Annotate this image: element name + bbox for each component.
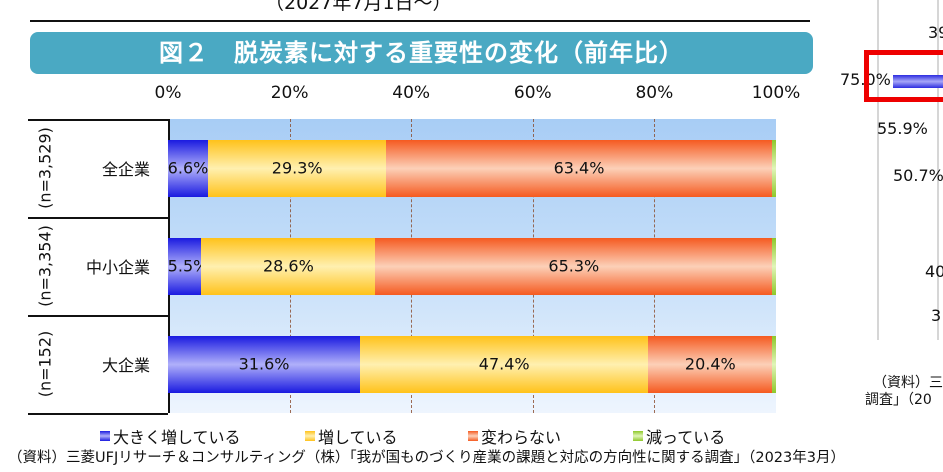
bar-segment bbox=[168, 237, 202, 295]
bar-segment bbox=[168, 139, 209, 197]
top-divider bbox=[30, 20, 810, 22]
bar-segment bbox=[386, 139, 772, 197]
bar-segment bbox=[772, 335, 776, 393]
x-tick-label: 100% bbox=[751, 83, 801, 103]
data-label: 5.5% bbox=[167, 256, 209, 276]
bar-segment bbox=[375, 237, 773, 295]
x-tick-label: 20% bbox=[270, 83, 309, 103]
data-label: 63.4% bbox=[553, 158, 605, 178]
x-tick-label: 60% bbox=[513, 83, 552, 103]
bar-segment bbox=[208, 139, 387, 197]
category-label: 大企業 bbox=[101, 356, 150, 375]
row-divider bbox=[28, 413, 168, 415]
right-gridline bbox=[877, 0, 879, 340]
legend-swatch bbox=[468, 431, 478, 441]
data-label: 65.3% bbox=[548, 256, 600, 276]
right-value: 39 bbox=[928, 23, 943, 42]
legend-label: 大きく増している bbox=[113, 428, 241, 447]
sample-size-label: (n=3,354) bbox=[35, 225, 55, 307]
row-divider bbox=[28, 217, 168, 219]
legend-item: 変わらない bbox=[468, 424, 561, 448]
right-source: （資料）三 bbox=[873, 375, 943, 391]
bar-segment bbox=[648, 335, 773, 393]
bar-segment bbox=[201, 237, 376, 295]
legend-item: 大きく増している bbox=[100, 424, 241, 448]
chart-title-banner: 図２ 脱炭素に対する重要性の変化（前年比） bbox=[30, 32, 813, 74]
header-partial-text: （2027年7月1日〜） bbox=[265, 0, 452, 14]
data-label: 20.4% bbox=[684, 354, 736, 374]
right-value: 50.7% bbox=[893, 166, 943, 185]
data-label: 6.6% bbox=[167, 158, 209, 178]
x-tick-label: 40% bbox=[392, 83, 431, 103]
data-label: 31.6% bbox=[238, 354, 290, 374]
data-label: 47.4% bbox=[478, 354, 530, 374]
right-source: 調査」（20 bbox=[865, 392, 932, 408]
category-label: 全企業 bbox=[101, 160, 150, 179]
legend-label: 増している bbox=[318, 428, 398, 447]
row-divider bbox=[28, 119, 168, 121]
legend-swatch bbox=[305, 431, 315, 441]
right-value: 40 bbox=[925, 262, 943, 281]
x-tick-label: 80% bbox=[635, 83, 674, 103]
bar-segment bbox=[772, 237, 776, 295]
x-tick-label: 0% bbox=[154, 83, 182, 103]
bar-segment bbox=[360, 335, 649, 393]
legend-item: 増している bbox=[305, 424, 398, 448]
legend-item: 減っている bbox=[633, 424, 725, 448]
row-divider bbox=[28, 315, 168, 317]
sample-size-label: (n=152) bbox=[35, 330, 55, 398]
right-value: 3 bbox=[931, 306, 942, 325]
right-gridline bbox=[937, 0, 939, 340]
source-note: （資料）三菱UFJリサーチ＆コンサルティング（株）「我が国ものづくり産業の課題と… bbox=[8, 450, 845, 466]
data-label: 28.6% bbox=[262, 256, 314, 276]
legend-swatch bbox=[100, 431, 110, 441]
data-label: 29.3% bbox=[271, 158, 323, 178]
legend-label: 減っている bbox=[646, 428, 726, 447]
right-value: 55.9% bbox=[877, 119, 928, 138]
highlight-box bbox=[864, 50, 943, 102]
category-label: 中小企業 bbox=[85, 258, 150, 277]
legend-swatch bbox=[633, 431, 643, 441]
bar-segment bbox=[771, 139, 776, 197]
right-bar bbox=[893, 75, 943, 88]
bar-segment bbox=[168, 335, 361, 393]
legend-label: 変わらない bbox=[481, 428, 562, 447]
category-table: 全企業 (n=3,529) 中小企業 (n=3,354) 大企業 (n=152) bbox=[28, 119, 170, 415]
sample-size-label: (n=3,529) bbox=[35, 127, 55, 209]
